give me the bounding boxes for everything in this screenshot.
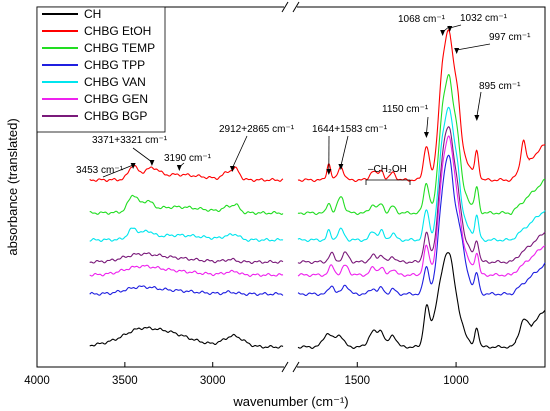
axis-break-gap-top xyxy=(284,6,297,9)
annotation-arrowhead xyxy=(176,165,182,171)
x-tick-label: 3500 xyxy=(112,375,138,387)
axis-break-mark xyxy=(292,361,300,373)
x-tick-label: 4000 xyxy=(24,375,50,387)
axis-break-mark xyxy=(292,1,300,13)
x-tick-label: 1500 xyxy=(344,375,370,387)
x-tick-label: 3000 xyxy=(200,375,226,387)
legend: CH CHBG EtOH CHBG TEMP CHBG TPP CHBG VAN CHBG… xyxy=(36,6,166,133)
annotation-arrowhead xyxy=(130,163,136,169)
series-line-chbg-gen xyxy=(89,135,546,278)
x-axis-ticks: 4000 3500 3000 1500 1000 xyxy=(24,362,469,387)
x-tick-label: 1000 xyxy=(443,375,469,387)
series-lines xyxy=(89,29,546,349)
annotation-arrow xyxy=(426,116,429,135)
annotation-arrow xyxy=(340,135,349,167)
annotation-label: –CH₂OH xyxy=(368,164,407,175)
legend-label: CHBG TPP xyxy=(84,58,145,72)
peak-annotations: 3453 cm⁻¹ 3371+3321 cm⁻¹ 3190 cm⁻¹ 2912+286… xyxy=(76,13,531,185)
annotation-arrowhead xyxy=(440,30,446,36)
axis-break-mark xyxy=(281,361,289,373)
annotation-arrowhead xyxy=(149,160,155,166)
legend-box xyxy=(36,6,166,133)
annotation-arrowhead xyxy=(454,48,460,54)
annotation-arrowhead xyxy=(338,164,344,170)
annotation-label: 3371+3321 cm⁻¹ xyxy=(92,135,168,146)
legend-label: CHBG EtOH xyxy=(84,24,151,38)
annotation-arrow xyxy=(456,43,491,51)
axis-break-gap-bottom xyxy=(284,366,297,369)
annotation-arrowhead xyxy=(447,26,453,32)
legend-label: CHBG TEMP xyxy=(84,41,155,55)
legend-label: CHBG GEN xyxy=(84,92,148,106)
annotation-arrow xyxy=(476,91,482,118)
annotation-arrowhead xyxy=(326,169,332,175)
annotation-arrow xyxy=(132,147,153,163)
axis-break-mark xyxy=(281,1,289,13)
annotation-arrowhead xyxy=(474,115,480,121)
y-axis-title: absorbance (translated) xyxy=(5,118,20,255)
legend-label: CHBG VAN xyxy=(84,75,146,89)
series-line-chbg-tpp xyxy=(89,154,546,296)
annotation-bracket xyxy=(365,179,411,185)
annotation-arrowhead xyxy=(423,132,429,138)
legend-label: CHBG BGP xyxy=(84,109,147,123)
series-line-chbg-bgp xyxy=(89,126,546,265)
annotation-arrow xyxy=(102,164,134,178)
series-line-ch xyxy=(89,252,546,349)
axis-break xyxy=(281,1,300,373)
series-line-chbg-temp xyxy=(89,73,546,216)
annotation-label: 3453 cm⁻¹ xyxy=(76,165,124,176)
x-axis-title: wavenumber (cm⁻¹) xyxy=(232,394,348,409)
series-line-chbg-etoh xyxy=(89,29,546,183)
annotation-label: 1150 cm⁻¹ xyxy=(382,104,429,115)
annotation-label: 3190 cm⁻¹ xyxy=(164,153,212,164)
annotation-label: 2912+2865 cm⁻¹ xyxy=(219,124,295,135)
annotation-label: 997 cm⁻¹ xyxy=(489,32,531,43)
legend-label: CH xyxy=(84,7,101,21)
annotation-arrowhead xyxy=(229,166,235,172)
series-line-chbg-van xyxy=(89,106,546,243)
annotation-label: 895 cm⁻¹ xyxy=(479,81,521,92)
annotation-label: 1644+1583 cm⁻¹ xyxy=(312,124,388,135)
annotation-label: 1068 cm⁻¹ xyxy=(398,14,446,25)
annotation-arrow xyxy=(232,135,248,169)
annotation-label: 1032 cm⁻¹ xyxy=(460,13,508,24)
